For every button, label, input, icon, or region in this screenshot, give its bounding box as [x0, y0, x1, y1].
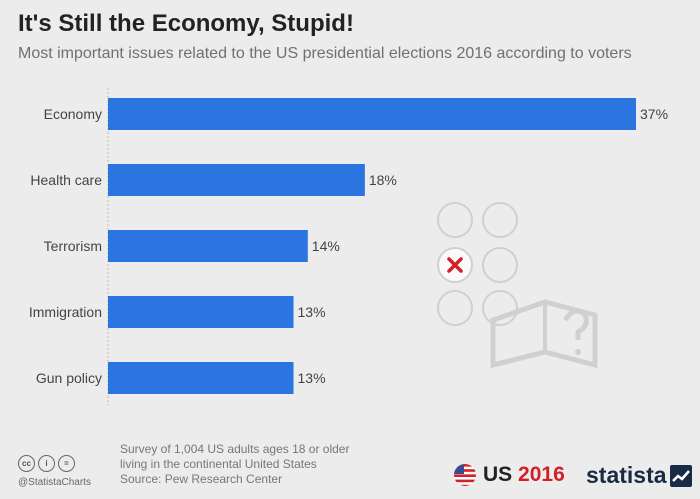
value-label: 14% — [312, 238, 340, 254]
us-flag-icon — [454, 464, 476, 486]
survey-line-1: Survey of 1,004 US adults ages 18 or old… — [120, 442, 350, 456]
cc-icon: cc — [18, 455, 35, 472]
bar — [108, 362, 294, 394]
chart-subtitle: Most important issues related to the US … — [18, 45, 632, 62]
footer-survey-note: Survey of 1,004 US adults ages 18 or old… — [120, 442, 349, 487]
value-label: 37% — [640, 106, 668, 122]
value-label: 18% — [369, 172, 397, 188]
ballot-illustration-icon — [437, 202, 598, 369]
survey-line-2: living in the continental United States — [120, 457, 317, 471]
statista-logo[interactable]: statista — [586, 462, 692, 489]
bar — [108, 164, 365, 196]
category-label: Gun policy — [36, 370, 102, 386]
bar — [108, 98, 636, 130]
us-2016-label: US 2016 — [483, 463, 565, 487]
chart-title: It's Still the Economy, Stupid! — [18, 10, 354, 37]
category-label: Health care — [30, 172, 102, 188]
value-label: 13% — [298, 304, 326, 320]
statista-handle-link[interactable]: @StatistaCharts — [18, 477, 91, 488]
category-label: Economy — [44, 106, 102, 122]
category-label: Immigration — [29, 304, 102, 320]
x-mark-icon — [447, 257, 463, 273]
category-label: Terrorism — [44, 238, 102, 254]
by-icon: i — [38, 455, 55, 472]
license-icons: cc i = — [18, 455, 75, 472]
source-line: Source: Pew Research Center — [120, 472, 283, 486]
us-text: US — [483, 463, 513, 486]
brand-name: statista — [586, 462, 667, 488]
nd-icon: = — [58, 455, 75, 472]
bar-chart: Economy 37% Health care 18% Terrorism 14% Immi… — [29, 88, 668, 405]
statista-logo-icon — [669, 464, 692, 487]
us-2016-badge: US 2016 — [453, 463, 565, 487]
year-text: 2016 — [518, 463, 565, 486]
bar — [108, 296, 294, 328]
bar — [108, 230, 308, 262]
value-label: 13% — [298, 370, 326, 386]
